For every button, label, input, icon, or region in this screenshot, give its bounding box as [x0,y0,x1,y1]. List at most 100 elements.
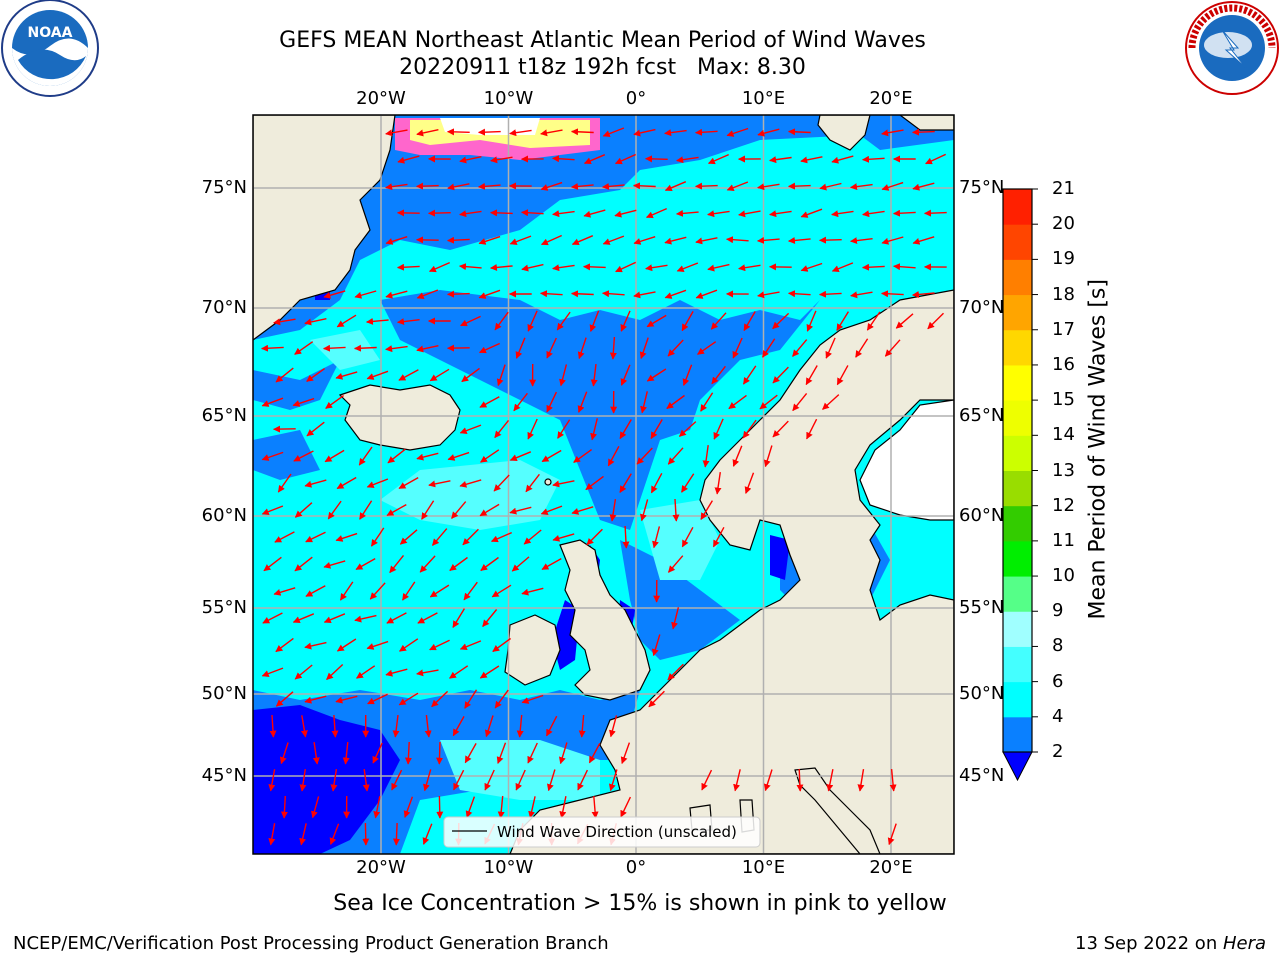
colorbar-tick-label: 18 [1052,283,1075,305]
lat-tick-left: 45°N [201,765,247,786]
wave-direction-arrow [449,665,469,679]
wave-direction-arrow [527,418,538,440]
wave-direction-arrow [460,315,481,327]
wave-direction-arrow [726,236,749,244]
wave-direction-arrow [367,693,388,705]
wave-direction-arrow [726,181,749,191]
wave-direction-arrow [546,337,557,359]
wave-direction-arrow [478,289,501,299]
wave-direction-arrow [742,365,757,385]
wave-direction-arrow [326,663,344,681]
wave-direction-arrow [464,743,477,764]
colorbar-segment [1003,576,1032,612]
wave-direction-arrow [608,769,618,792]
wave-direction-arrow [850,183,873,191]
wave-direction-arrow [261,451,284,461]
wave-direction-arrow [702,445,710,468]
wave-direction-arrow [619,419,632,440]
wave-direction-arrow [399,638,419,652]
wave-direction-arrow [268,769,276,792]
wave-direction-arrow [304,641,327,650]
wave-direction-arrow [925,153,946,165]
wave-direction-arrow [639,337,649,360]
colorbar-tick-label: 6 [1052,670,1064,692]
wave-direction-arrow [355,557,376,571]
wave-direction-arrow [701,769,713,791]
wave-direction-arrow [447,236,470,244]
wave-direction-arrow [889,769,897,792]
wave-direction-arrow [323,613,346,624]
colorbar-tick-label: 2 [1052,741,1064,762]
wave-direction-arrow [385,129,408,137]
wave-direction-arrow [546,391,558,413]
wave-direction-arrow [447,290,470,298]
wave-direction-arrow [757,236,780,244]
wave-direction-arrow [836,365,849,386]
wave-direction-arrow [588,742,601,764]
wave-direction-arrow [557,419,571,439]
wave-direction-arrow [681,473,695,493]
wave-direction-arrow [299,823,307,846]
wave-direction-arrow [268,823,276,846]
wave-direction-arrow [633,128,656,137]
wave-direction-arrow [275,637,294,653]
wave-direction-arrow [386,503,407,517]
wave-direction-arrow [772,366,789,384]
wave-direction-arrow [515,337,526,359]
europe-land [509,289,954,854]
wave-direction-arrow [573,449,593,463]
lon-tick-top: 20°W [356,88,406,109]
wave-direction-arrow [463,581,478,601]
wave-direction-arrow [275,691,294,707]
wave-direction-arrow [335,371,358,380]
wave-direction-arrow [540,129,563,137]
wave-direction-arrow [700,392,714,412]
map-legend: Wind Wave Direction (unscaled) [443,816,761,848]
wave-direction-arrow [459,156,482,164]
wave-direction-arrow [527,742,538,764]
colorbar-tick-label: 10 [1052,565,1075,587]
wave-direction-arrow [491,584,512,598]
wave-direction-arrow [800,262,823,272]
wave-direction-arrow [826,769,834,792]
wave-direction-arrow [645,155,668,163]
chart-title: GEFS MEAN Northeast Atlantic Mean Period… [279,28,926,53]
wave-direction-arrow [726,127,749,137]
wave-direction-arrow [927,312,944,330]
wave-direction-arrow [805,365,818,386]
wave-direction-arrow [509,451,532,462]
wave-direction-arrow [490,531,512,543]
wave-direction-arrow [819,236,842,244]
wave-direction-arrow [664,181,687,192]
colorbar-tick-label: 15 [1052,389,1075,411]
legend-text: Wind Wave Direction (unscaled) [497,823,737,841]
wave-direction-arrow [667,447,684,465]
wave-direction-arrow [862,263,885,271]
wave-direction-arrow [589,310,600,332]
wave-direction-arrow [609,498,617,522]
wave-direction-arrow [521,587,544,596]
wave-direction-arrow [893,263,916,271]
wave-direction-arrow [710,312,727,330]
wave-direction-arrow [822,394,840,410]
wave-direction-arrow [323,560,346,569]
wave-direction-arrow [893,209,916,217]
lat-tick-right: 75°N [959,177,1005,198]
lat-tick-left: 60°N [201,505,247,526]
wave-direction-arrow [509,129,532,137]
wave-direction-arrow [275,367,294,383]
wave-direction-arrow [521,209,544,217]
wave-direction-arrow [609,336,617,360]
wave-direction-arrow [300,715,308,738]
wave-direction-arrow [881,181,904,191]
wave-direction-arrow [269,714,277,738]
lat-tick-left: 50°N [201,683,247,704]
wave-direction-arrow [887,823,897,846]
wave-direction-arrow [806,310,817,332]
wave-direction-arrow [428,480,451,488]
wind-wave-arrows [261,127,947,846]
wave-direction-arrow [335,695,358,704]
wave-direction-arrow [465,796,476,819]
wave-direction-arrow [792,339,808,357]
